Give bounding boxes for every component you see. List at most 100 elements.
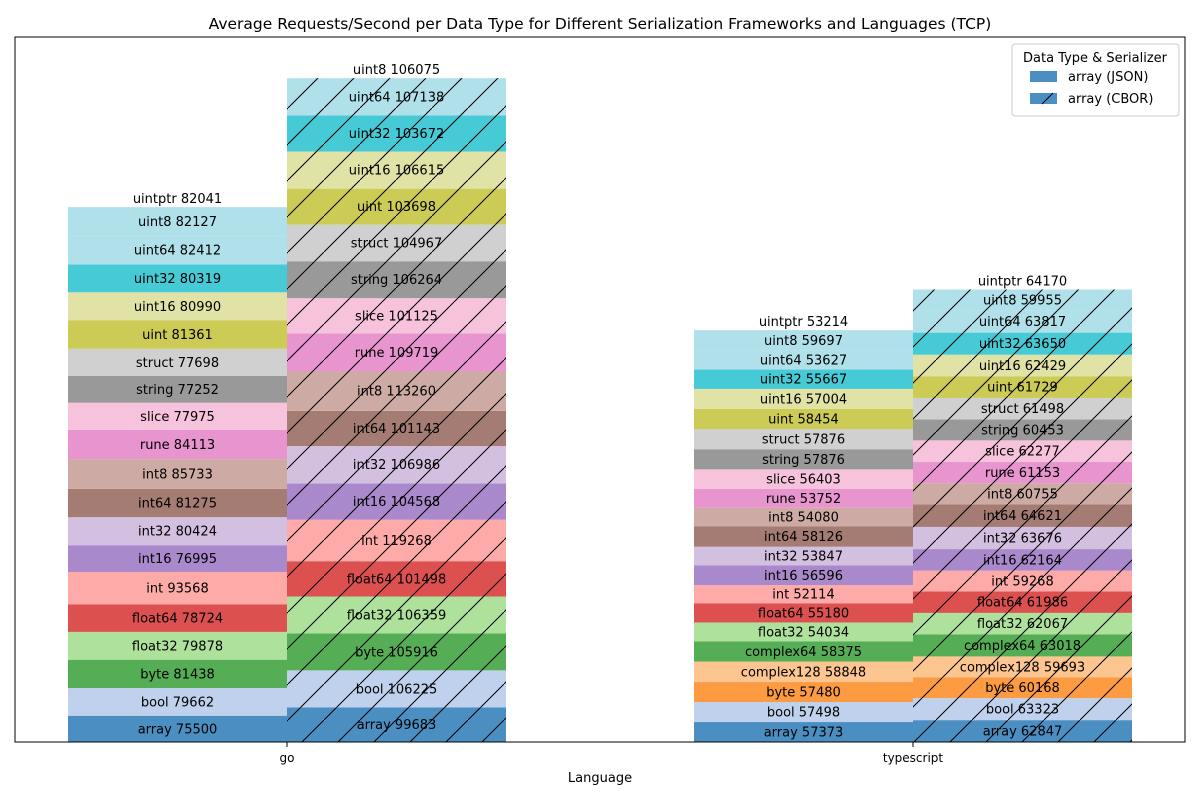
segment-label: int32 53847 [764, 550, 843, 565]
bar-segment-typescript-json-uint16 [694, 388, 913, 409]
segment-label: float32 54034 [758, 625, 849, 640]
segment-label: array 99683 [357, 718, 437, 733]
legend-title: Data Type & Serializer [1023, 51, 1168, 66]
hatch-overlay [913, 612, 1132, 635]
segment-label: uint 81361 [142, 328, 213, 343]
segment-label: byte 60168 [985, 681, 1060, 696]
x-tick-label-go: go [280, 751, 295, 765]
hatch-overlay [287, 410, 506, 447]
hatch-overlay [287, 633, 506, 671]
bar-segment-go-json-int8 [68, 459, 287, 489]
segment-label: array 62847 [983, 725, 1063, 740]
bar-segment-go-json-string [68, 375, 287, 403]
legend: Data Type & Serializer array (JSON) arra… [1011, 43, 1180, 117]
bar-segment-typescript-json-int64 [694, 526, 913, 547]
bar-top-label: uint8 106075 [353, 63, 440, 78]
bar-segment-go-json-uint32 [68, 264, 287, 293]
segment-label: float64 78724 [132, 612, 223, 627]
segment-label: complex128 58848 [741, 665, 866, 680]
bar-segment-go-json-uint8 [68, 207, 287, 236]
segment-label: uint8 59697 [764, 334, 843, 349]
hatch-overlay [913, 397, 1132, 420]
x-axis-title: Language [568, 771, 632, 786]
segment-label: slice 56403 [766, 473, 841, 488]
segment-label: uint32 103672 [349, 127, 445, 142]
segment-label: struct 61498 [981, 402, 1064, 417]
hatch-overlay [913, 483, 1132, 505]
hatch-overlay [913, 677, 1132, 699]
segment-label: slice 77975 [140, 410, 215, 425]
segment-label: bool 63323 [986, 703, 1059, 718]
segment-label: int32 80424 [138, 525, 217, 540]
bar-segment-go-json-slice [68, 402, 287, 430]
hatch-overlay [913, 526, 1132, 550]
segment-label: uint 103698 [357, 200, 436, 215]
segment-label: array 75500 [138, 722, 218, 737]
segment-label: uint64 53627 [760, 354, 847, 369]
segment-label: uint16 62429 [979, 359, 1066, 374]
legend-label-cbor: array (CBOR) [1068, 92, 1153, 107]
hatch-overlay [287, 446, 506, 484]
bar-segment-go-json-float64 [68, 604, 287, 632]
x-axis: go typescript Language [280, 742, 943, 786]
segment-label: int64 58126 [764, 530, 843, 545]
segment-label: float64 55180 [758, 606, 849, 621]
bar-segment-go-json-struct [68, 348, 287, 376]
bar-segment-go-json-byte [68, 659, 287, 689]
bar-segment-typescript-json-uint [694, 408, 913, 430]
legend-swatch-cbor [1030, 93, 1057, 104]
plot-frame [14, 36, 1186, 743]
hatch-overlay [913, 462, 1132, 484]
segment-label: uint16 106615 [349, 164, 445, 179]
segment-label: string 57876 [762, 453, 845, 468]
bar-top-label: uintptr 64170 [978, 275, 1067, 290]
bar-segment-go-json-uint [68, 320, 287, 349]
hatch-overlay [287, 298, 506, 334]
segment-label: bool 57498 [767, 706, 840, 721]
segment-label: struct 77698 [136, 356, 219, 371]
segment-label: int32 63676 [983, 532, 1062, 547]
segment-label: byte 81438 [140, 667, 215, 682]
segment-label: rune 109719 [355, 346, 439, 361]
segment-label: int64 81275 [138, 497, 217, 512]
segment-label: float64 101498 [347, 572, 447, 587]
segment-label: int8 85733 [142, 468, 213, 483]
segment-label: int64 64621 [983, 509, 1062, 524]
segment-label: string 77252 [136, 383, 219, 398]
hatch-overlay [913, 591, 1132, 613]
segment-label: int32 106986 [353, 458, 440, 473]
plot-area: array 75500 bool 79662 byte 81438 float32 7… [14, 36, 1186, 743]
bar-segment-typescript-json-slice [694, 469, 913, 489]
segment-label: int 52114 [772, 588, 834, 603]
segment-label: rune 61153 [985, 466, 1060, 481]
segment-label: bool 106225 [356, 682, 438, 697]
hatch-overlay [287, 333, 506, 372]
segment-label: int16 76995 [138, 552, 217, 567]
segment-label: bool 79662 [141, 695, 214, 710]
segment-label: int 59268 [991, 575, 1053, 590]
hatch-overlay [913, 720, 1132, 742]
segment-label: complex64 63018 [964, 639, 1081, 654]
segment-label: uint32 80319 [134, 272, 221, 287]
bar-segment-typescript-json-int [694, 585, 913, 604]
hatch-overlay [913, 332, 1132, 355]
bar-segment-typescript-json-int8 [694, 507, 913, 527]
bar-segment-typescript-json-complex128 [694, 661, 913, 683]
bar-segment-go-json-rune [68, 429, 287, 460]
hatch-overlay [913, 656, 1132, 678]
hatch-overlay [913, 570, 1132, 592]
segment-label: int8 113260 [357, 385, 436, 400]
hatch-overlay [913, 376, 1132, 398]
segment-label: slice 62277 [985, 445, 1060, 460]
bar-segment-go-json-uint64 [68, 235, 287, 265]
segment-label: uint8 82127 [138, 215, 217, 230]
segment-label: float32 79878 [132, 639, 223, 654]
hatch-overlay [913, 440, 1132, 463]
hatch-overlay [287, 261, 506, 299]
segment-label: array 57373 [764, 726, 844, 741]
bar-segment-go-json-array [68, 715, 287, 742]
segment-label: string 106264 [351, 273, 442, 288]
bar-top-label: uintptr 82041 [133, 192, 222, 207]
bar-segment-typescript-json-uint64 [694, 350, 913, 370]
chart-title: Average Requests/Second per Data Type fo… [209, 15, 992, 33]
